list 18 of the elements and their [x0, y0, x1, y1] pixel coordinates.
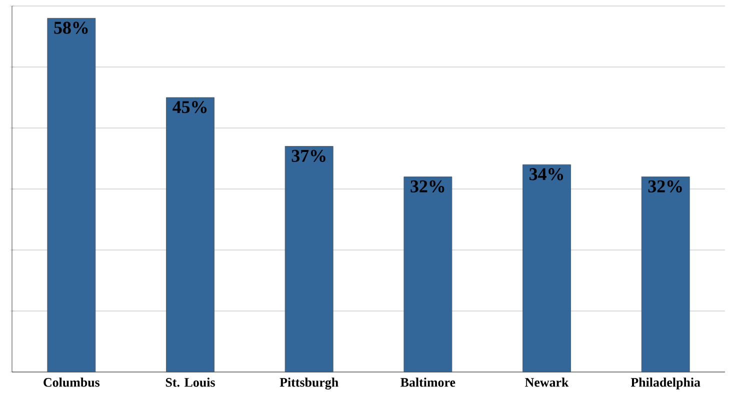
bar	[404, 176, 452, 372]
data-label: 45%	[172, 101, 207, 114]
x-tick-label: Columbus	[44, 378, 100, 387]
data-label: 34%	[529, 168, 564, 180]
bar	[522, 164, 571, 372]
x-tick-label: Newark	[525, 378, 569, 387]
bar	[47, 18, 96, 372]
bar	[166, 97, 214, 372]
data-label: 32%	[648, 180, 682, 192]
data-label: 58%	[54, 22, 88, 34]
x-tick-label: St. Louis	[166, 378, 215, 387]
x-tick-label: Baltimore	[400, 378, 456, 387]
data-label: 37%	[292, 150, 326, 162]
x-tick-label: Philadelphia	[630, 378, 700, 390]
bar	[284, 146, 334, 372]
bar	[641, 176, 690, 372]
x-tick-label: Pittsburgh	[280, 378, 338, 390]
data-label: 32%	[410, 180, 444, 192]
